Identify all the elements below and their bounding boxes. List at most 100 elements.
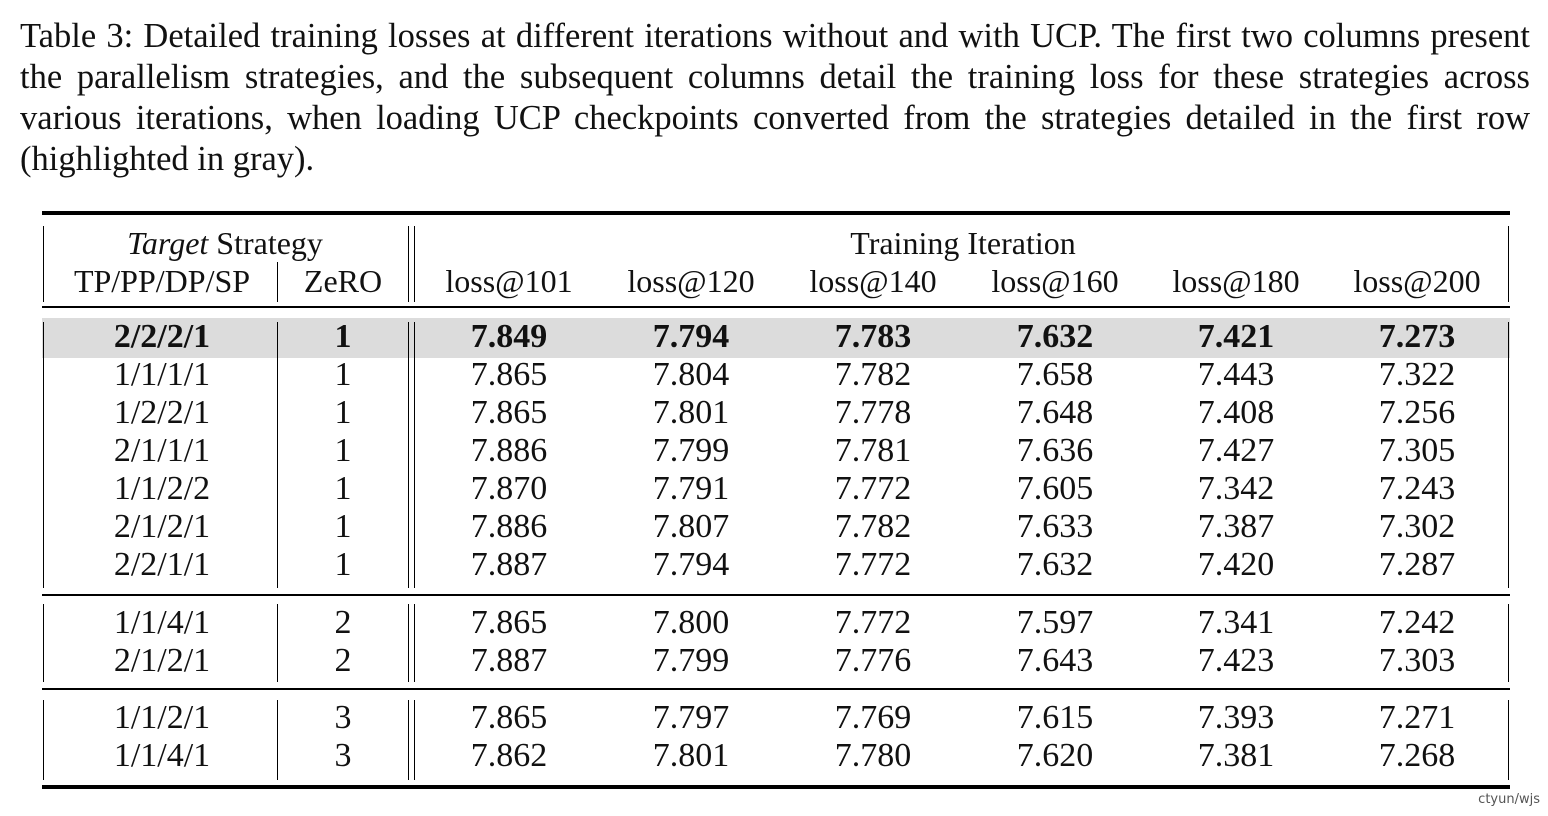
loss-cell: 7.849: [470, 318, 548, 355]
zero-cell: 1: [334, 356, 352, 393]
loss-cell: 7.800: [652, 604, 730, 641]
right-border: [1508, 226, 1509, 302]
loss-cell: 7.886: [470, 432, 548, 469]
loss-cell: 7.242: [1378, 604, 1456, 641]
left-border: [43, 226, 44, 302]
loss-cell: 7.342: [1197, 470, 1275, 507]
loss-cell: 7.772: [834, 546, 912, 583]
loss-cell: 7.794: [652, 546, 730, 583]
right-border: [1508, 604, 1509, 682]
loss-cell: 7.648: [1016, 394, 1094, 431]
loss-cell: 7.865: [470, 356, 548, 393]
loss-cell: 7.287: [1378, 546, 1456, 583]
zero-cell: 3: [334, 737, 352, 774]
loss-cell: 7.778: [834, 394, 912, 431]
loss-cell: 7.302: [1378, 508, 1456, 545]
loss-cell: 7.769: [834, 699, 912, 736]
loss-cell: 7.801: [652, 394, 730, 431]
group-rule-1: [42, 594, 1510, 596]
training-iteration-header: Training Iteration: [850, 225, 1076, 261]
column-header-2: loss@101: [445, 263, 573, 299]
watermark: ctyun/wjs: [1478, 792, 1540, 807]
strategy-cell: 1/1/2/2: [113, 470, 211, 507]
strategy-cell: 1/1/2/1: [113, 699, 211, 736]
loss-cell: 7.807: [652, 508, 730, 545]
table-caption: Table 3: Detailed training losses at dif…: [20, 17, 1530, 178]
loss-cell: 7.799: [652, 432, 730, 469]
loss-cell: 7.781: [834, 432, 912, 469]
loss-cell: 7.865: [470, 604, 548, 641]
loss-cell: 7.423: [1197, 642, 1275, 679]
loss-cell: 7.421: [1197, 318, 1275, 355]
double-divider-a: [408, 604, 409, 682]
column-header-7: loss@200: [1353, 263, 1481, 299]
loss-cell: 7.658: [1016, 356, 1094, 393]
loss-cell: 7.273: [1378, 318, 1456, 355]
zero-cell: 1: [334, 432, 352, 469]
loss-cell: 7.408: [1197, 394, 1275, 431]
double-divider-a: [408, 322, 409, 588]
double-divider-b: [414, 604, 415, 682]
column-header-0: TP/PP/DP/SP: [73, 263, 251, 299]
zero-cell: 1: [334, 394, 352, 431]
loss-cell: 7.865: [470, 394, 548, 431]
loss-cell: 7.780: [834, 737, 912, 774]
right-border: [1508, 322, 1509, 588]
loss-cell: 7.427: [1197, 432, 1275, 469]
loss-cell: 7.887: [470, 642, 548, 679]
loss-cell: 7.804: [652, 356, 730, 393]
strategy-cell: 2/1/1/1: [113, 432, 211, 469]
loss-cell: 7.243: [1378, 470, 1456, 507]
left-border: [43, 322, 44, 588]
double-divider-b: [414, 226, 415, 302]
loss-cell: 7.862: [470, 737, 548, 774]
strategy-divider: [277, 322, 278, 588]
loss-cell: 7.632: [1016, 318, 1094, 355]
column-header-3: loss@120: [627, 263, 755, 299]
loss-cell: 7.801: [652, 737, 730, 774]
loss-cell: 7.381: [1197, 737, 1275, 774]
header-rule: [42, 306, 1510, 308]
loss-cell: 7.605: [1016, 470, 1094, 507]
loss-cell: 7.782: [834, 508, 912, 545]
loss-cell: 7.799: [652, 642, 730, 679]
zero-cell: 1: [334, 318, 352, 355]
loss-cell: 7.791: [652, 470, 730, 507]
loss-cell: 7.870: [470, 470, 548, 507]
loss-cell: 7.772: [834, 604, 912, 641]
loss-cell: 7.387: [1197, 508, 1275, 545]
strategy-cell: 1/1/1/1: [113, 356, 211, 393]
zero-cell: 2: [334, 642, 352, 679]
right-border: [1508, 700, 1509, 780]
double-divider-a: [408, 226, 409, 302]
zero-cell: 3: [334, 699, 352, 736]
column-header-4: loss@140: [809, 263, 937, 299]
zero-cell: 1: [334, 470, 352, 507]
strategy-cell: 2/2/1/1: [113, 546, 211, 583]
loss-cell: 7.865: [470, 699, 548, 736]
strategy-word: Strategy: [208, 225, 323, 261]
column-header-1: ZeRO: [303, 263, 383, 299]
strategy-cell: 1/1/4/1: [113, 604, 211, 641]
top-rule: [42, 211, 1510, 215]
loss-cell: 7.772: [834, 470, 912, 507]
strategy-cell: 1/2/2/1: [113, 394, 211, 431]
loss-cell: 7.303: [1378, 642, 1456, 679]
loss-cell: 7.341: [1197, 604, 1275, 641]
loss-cell: 7.271: [1378, 699, 1456, 736]
target-strategy-header: Target Strategy: [44, 224, 406, 262]
loss-cell: 7.268: [1378, 737, 1456, 774]
loss-cell: 7.636: [1016, 432, 1094, 469]
column-header-6: loss@180: [1172, 263, 1300, 299]
loss-cell: 7.615: [1016, 699, 1094, 736]
strategy-cell: 2/1/2/1: [113, 642, 211, 679]
strategy-cell: 2/1/2/1: [113, 508, 211, 545]
bottom-rule: [42, 785, 1510, 789]
loss-cell: 7.632: [1016, 546, 1094, 583]
double-divider-a: [408, 700, 409, 780]
loss-cell: 7.886: [470, 508, 548, 545]
strategy-cell: 2/2/2/1: [113, 318, 211, 355]
loss-cell: 7.393: [1197, 699, 1275, 736]
strategy-divider: [277, 262, 278, 302]
